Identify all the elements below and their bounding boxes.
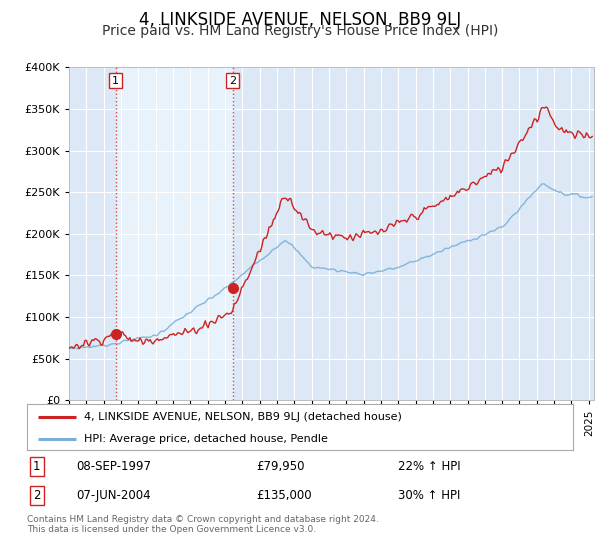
Text: 2: 2	[33, 489, 41, 502]
Text: £135,000: £135,000	[256, 489, 312, 502]
Text: £79,950: £79,950	[256, 460, 305, 473]
Text: 1: 1	[33, 460, 41, 473]
Text: 2: 2	[229, 76, 236, 86]
Text: 4, LINKSIDE AVENUE, NELSON, BB9 9LJ: 4, LINKSIDE AVENUE, NELSON, BB9 9LJ	[139, 11, 461, 29]
Text: 1: 1	[112, 76, 119, 86]
Text: 30% ↑ HPI: 30% ↑ HPI	[398, 489, 461, 502]
Text: Price paid vs. HM Land Registry's House Price Index (HPI): Price paid vs. HM Land Registry's House …	[102, 24, 498, 38]
Text: 08-SEP-1997: 08-SEP-1997	[76, 460, 151, 473]
Text: Contains HM Land Registry data © Crown copyright and database right 2024.
This d: Contains HM Land Registry data © Crown c…	[27, 515, 379, 534]
Text: 07-JUN-2004: 07-JUN-2004	[76, 489, 151, 502]
Bar	[116, 67, 233, 400]
Text: 4, LINKSIDE AVENUE, NELSON, BB9 9LJ (detached house): 4, LINKSIDE AVENUE, NELSON, BB9 9LJ (det…	[85, 412, 402, 422]
Text: HPI: Average price, detached house, Pendle: HPI: Average price, detached house, Pend…	[85, 434, 328, 444]
Text: 22% ↑ HPI: 22% ↑ HPI	[398, 460, 461, 473]
